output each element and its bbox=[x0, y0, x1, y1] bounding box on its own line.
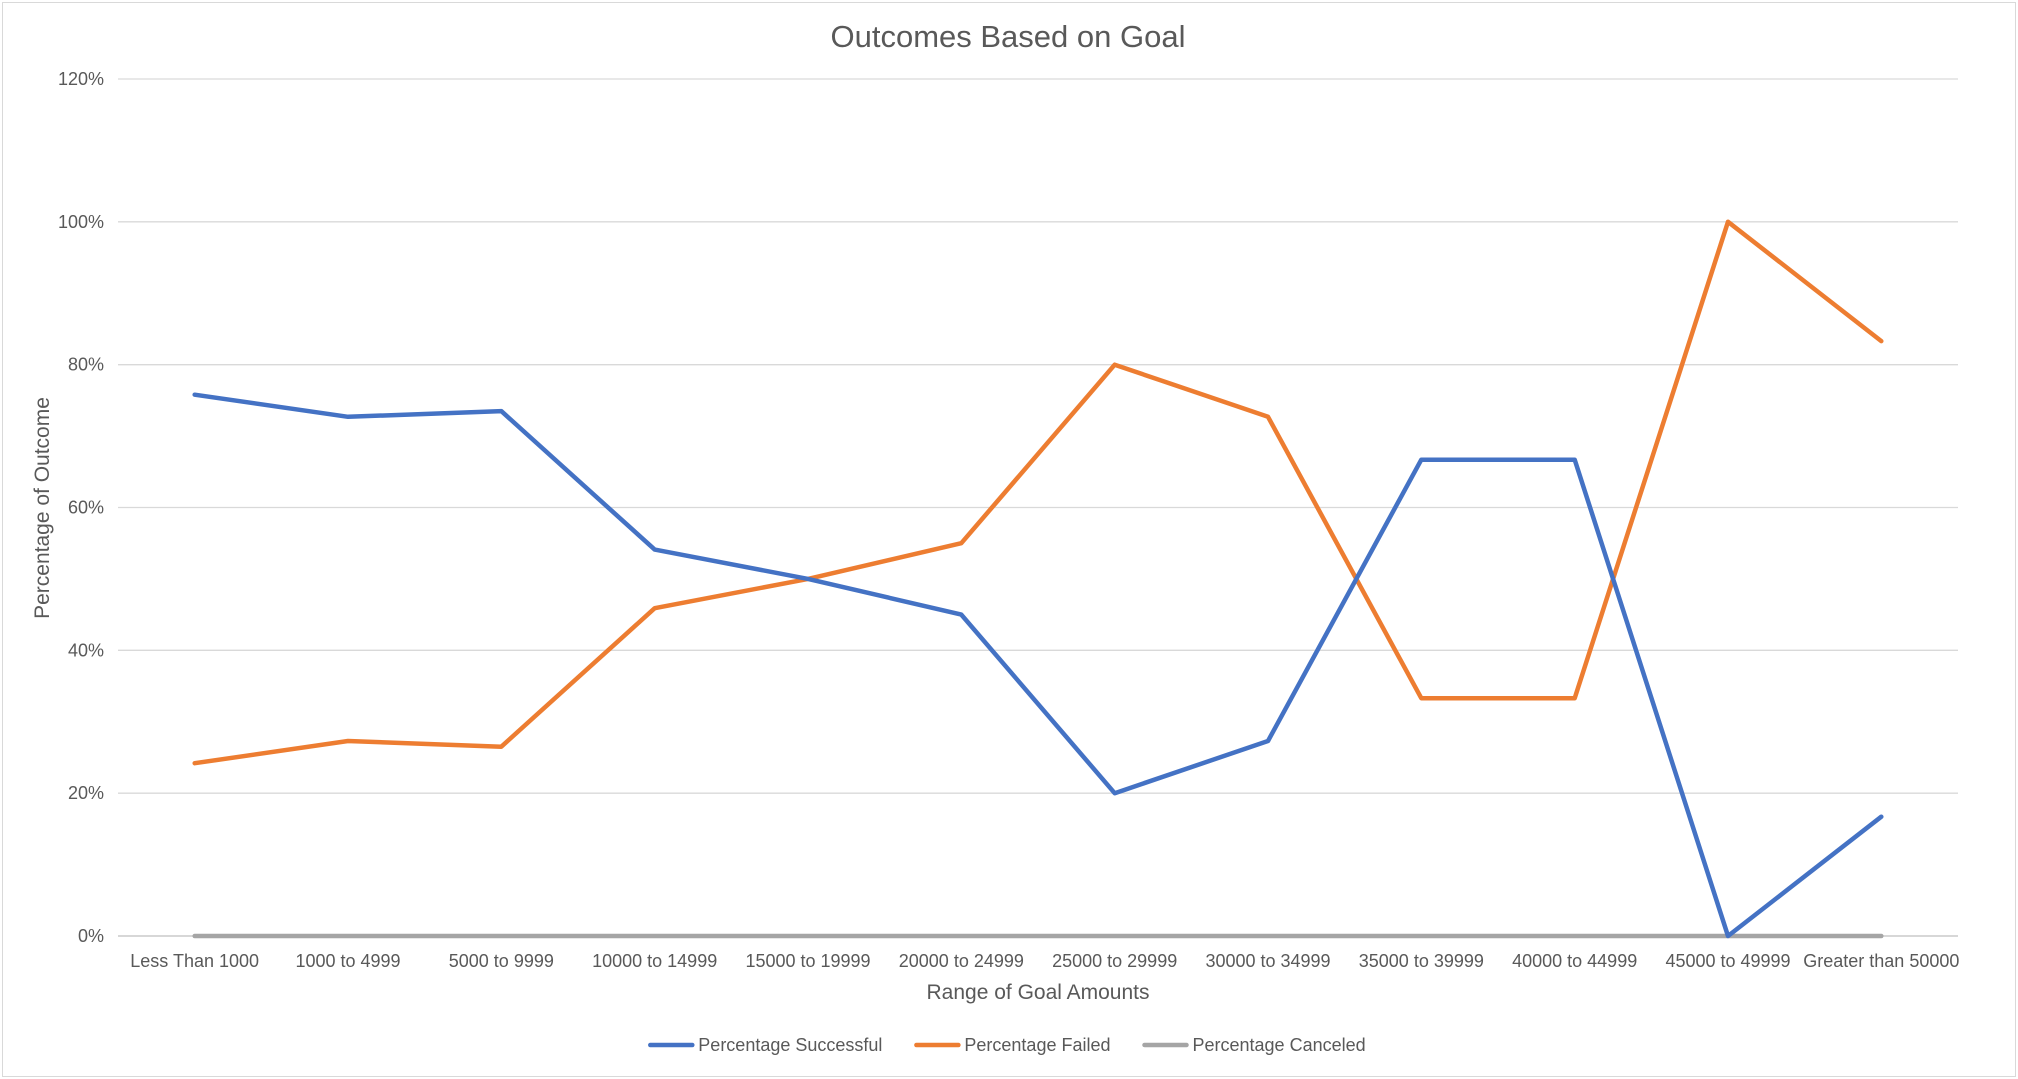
series-line-percentage-failed bbox=[192, 219, 1884, 766]
y-tick-label: 120% bbox=[58, 69, 104, 89]
y-tick-label: 100% bbox=[58, 212, 104, 232]
x-tick-label: 10000 to 14999 bbox=[592, 951, 717, 971]
legend-label: Percentage Successful bbox=[698, 1035, 882, 1055]
y-tick-label: 0% bbox=[78, 926, 104, 946]
x-tick-label: 15000 to 19999 bbox=[745, 951, 870, 971]
x-tick-label: Greater than 50000 bbox=[1803, 951, 1959, 971]
chart-title: Outcomes Based on Goal bbox=[831, 19, 1186, 54]
y-tick-label: 40% bbox=[68, 640, 104, 660]
legend-label: Percentage Failed bbox=[964, 1035, 1110, 1055]
legend-item: Percentage Failed bbox=[914, 1035, 1110, 1055]
legend-item: Percentage Successful bbox=[648, 1035, 882, 1055]
x-tick-label: 25000 to 29999 bbox=[1052, 951, 1177, 971]
y-axis-title: Percentage of Outcome bbox=[31, 397, 54, 619]
y-tick-label: 60% bbox=[68, 498, 104, 518]
series-line-percentage-successful bbox=[192, 392, 1884, 939]
x-tick-label: 45000 to 49999 bbox=[1665, 951, 1790, 971]
legend-item: Percentage Canceled bbox=[1142, 1035, 1366, 1055]
x-tick-label: 1000 to 4999 bbox=[295, 951, 400, 971]
y-axis-ticks: 0% 20% 40% 60% 80% 100% 120% bbox=[58, 69, 104, 946]
gridlines bbox=[118, 78, 1958, 937]
series-lines bbox=[192, 219, 1884, 939]
legend-label: Percentage Canceled bbox=[1193, 1035, 1366, 1055]
y-tick-label: 20% bbox=[68, 783, 104, 803]
x-axis-title: Range of Goal Amounts bbox=[927, 981, 1150, 1004]
y-tick-label: 80% bbox=[68, 355, 104, 375]
x-tick-label: 30000 to 34999 bbox=[1205, 951, 1330, 971]
x-tick-label: 20000 to 24999 bbox=[899, 951, 1024, 971]
x-tick-label: Less Than 1000 bbox=[130, 951, 259, 971]
x-tick-label: 5000 to 9999 bbox=[449, 951, 554, 971]
x-tick-label: 35000 to 39999 bbox=[1359, 951, 1484, 971]
x-tick-label: 40000 to 44999 bbox=[1512, 951, 1637, 971]
legend: Percentage Successful Percentage Failed Pe… bbox=[648, 1035, 1366, 1055]
x-axis-ticks: Less Than 1000 1000 to 4999 5000 to 9999 10… bbox=[130, 951, 1959, 971]
